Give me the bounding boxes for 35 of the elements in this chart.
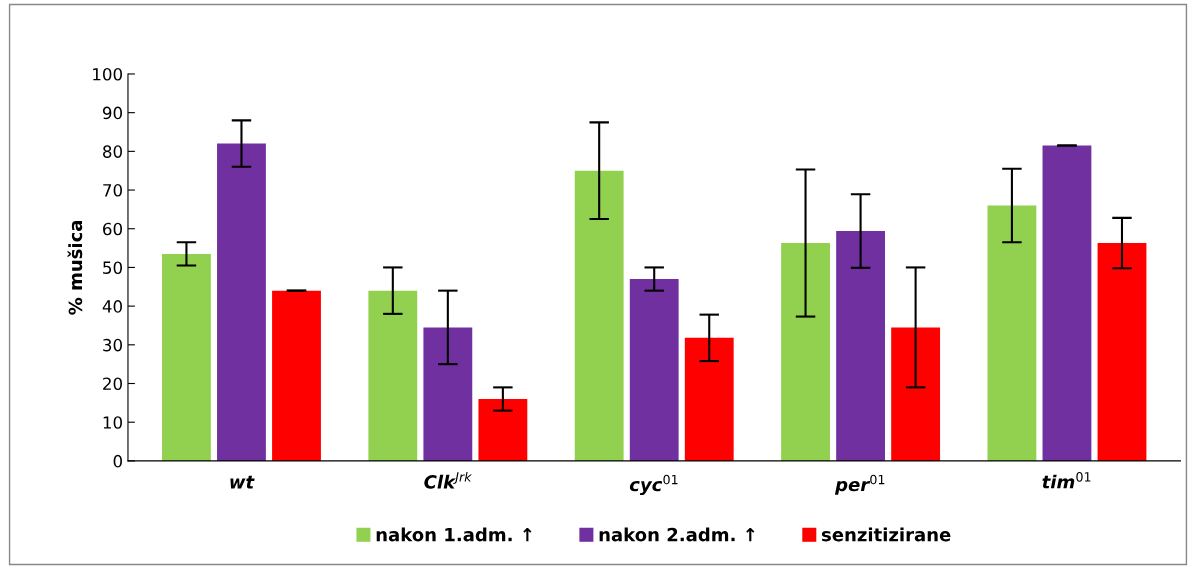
bar (574, 170, 624, 461)
x-tick-label: cyc$^{01}$ (629, 474, 678, 495)
y-tick-label: 10 (103, 416, 122, 429)
legend-label: nakon 2.adm. ↑ (599, 527, 755, 542)
y-tick-label: 40 (102, 300, 122, 313)
y-axis-title: % mušica (67, 220, 83, 315)
bar (478, 398, 528, 461)
bar (368, 290, 418, 461)
bar (1042, 145, 1092, 461)
bar (1097, 243, 1147, 461)
legend-label: nakon 1.adm. ↑ (376, 527, 532, 542)
bar (629, 279, 679, 461)
y-tick-label: 90 (102, 106, 122, 120)
x-tick-label: wt (230, 475, 255, 489)
bar (836, 231, 885, 461)
bar (987, 205, 1037, 461)
y-tick-label: 100 (93, 67, 122, 81)
y-tick-label: 60 (103, 222, 122, 236)
bar (217, 143, 266, 461)
x-tick-label: Clk$^{Jrk}$ (424, 471, 472, 489)
y-tick-label: 20 (103, 377, 122, 391)
bar (684, 337, 734, 461)
y-tick-label: 70 (103, 184, 122, 197)
bar (781, 243, 830, 461)
y-tick-label: 30 (103, 338, 122, 352)
bar (162, 253, 211, 461)
y-tick-label: 50 (103, 261, 122, 274)
bar (272, 290, 321, 461)
legend-label: senzitizirane (821, 527, 951, 542)
x-tick-label: per$^{01}$ (834, 474, 885, 495)
x-tick-label: tim$^{01}$ (1042, 472, 1091, 489)
bar (891, 327, 941, 461)
y-tick-label: 0 (113, 454, 122, 468)
bar (423, 327, 473, 461)
y-tick-label: 80 (103, 145, 122, 158)
